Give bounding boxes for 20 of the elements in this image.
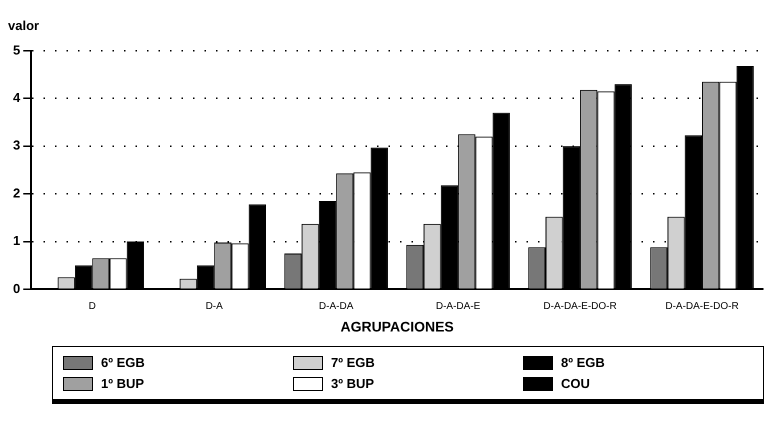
y-tick-label: 2 bbox=[12, 185, 20, 200]
legend-label: 8º EGB bbox=[561, 355, 605, 370]
x-tick-label: D-A-DA-E bbox=[436, 300, 481, 312]
legend-label: 3º BUP bbox=[331, 376, 374, 391]
x-tick-label: D bbox=[88, 300, 96, 312]
x-tick-label: D-A bbox=[206, 300, 224, 312]
y-tick-label: 0 bbox=[12, 280, 20, 296]
x-tick-label: D-A-DA-E-DO-R bbox=[665, 300, 739, 312]
x-tick-label: D-A-DA-E-DO-R bbox=[543, 300, 617, 312]
y-tick-label: 3 bbox=[12, 138, 20, 153]
legend-label: COU bbox=[561, 376, 590, 391]
x-tick-label: D-A-DA bbox=[318, 300, 354, 312]
y-tick-label: 1 bbox=[12, 233, 20, 248]
y-tick-label: 4 bbox=[12, 90, 21, 106]
x-axis-title: AGRUPACIONES bbox=[340, 318, 454, 334]
y-axis-title: valor bbox=[8, 18, 40, 33]
y-tick-label: 5 bbox=[12, 42, 20, 58]
legend-label: 1º BUP bbox=[101, 376, 144, 391]
legend-label: 7º EGB bbox=[331, 355, 375, 370]
legend-label: 6º EGB bbox=[101, 355, 145, 370]
